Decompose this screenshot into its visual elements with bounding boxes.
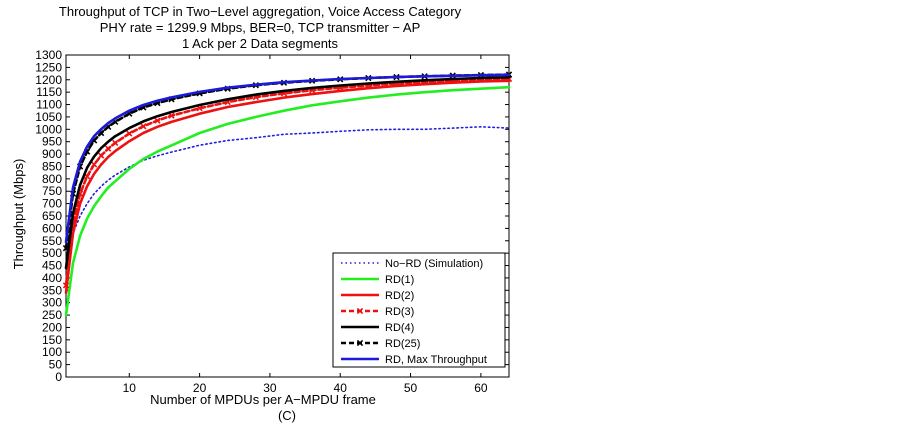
y-tick-label: 550 — [42, 234, 62, 248]
y-tick-label: 200 — [42, 320, 62, 334]
series-5-point — [62, 245, 70, 252]
chart-title-line-3: 1 Ack per 2 Data segments — [182, 36, 339, 51]
y-tick-label: 700 — [42, 197, 62, 211]
y-tick-label: 950 — [42, 135, 62, 149]
legend-marker-3 — [356, 307, 364, 315]
y-tick-label: 350 — [42, 283, 62, 297]
series-line-4 — [64, 76, 511, 270]
y-tick-label: 450 — [42, 259, 62, 273]
series-line-6 — [64, 73, 511, 244]
y-tick-label: 100 — [42, 345, 62, 359]
y-tick-label: 1000 — [35, 122, 62, 136]
series-3-point — [126, 130, 133, 137]
x-tick-label: 10 — [123, 381, 137, 395]
y-tick-label: 1250 — [35, 60, 62, 74]
legend-label-5: RD(25) — [385, 338, 420, 350]
legend-label-4: RD(4) — [385, 322, 414, 334]
y-tick-label: 50 — [49, 358, 63, 372]
x-axis-label: Number of MPDUs per A−MPDU frame — [150, 392, 376, 407]
y-tick-label: 1150 — [36, 85, 62, 99]
legend-label-6: RD, Max Throughput — [385, 354, 487, 366]
series-3-point — [112, 139, 119, 147]
chart-title-line-1: Throughput of TCP in Two−Level aggregati… — [59, 4, 462, 19]
legend-label-2: RD(2) — [385, 290, 414, 302]
series-3-point — [97, 152, 105, 159]
y-tick-label: 500 — [42, 246, 62, 260]
series-3-point — [154, 117, 161, 124]
x-tick-label: 40 — [334, 381, 348, 395]
x-tick-label: 30 — [263, 381, 277, 395]
x-axis-sublabel: (C) — [278, 408, 296, 423]
y-tick-label: 900 — [42, 147, 62, 161]
series-line-0 — [65, 126, 510, 267]
series-3-point — [168, 112, 175, 119]
y-tick-label: 300 — [42, 296, 62, 310]
y-tick-label: 650 — [42, 209, 62, 223]
y-tick-label: 750 — [42, 184, 62, 198]
chart-title-line-2: PHY rate = 1299.9 Mbps, BER=0, TCP trans… — [100, 20, 420, 35]
legend: No−RD (Simulation) RD(1) RD(2) RD(3) RD(4) RD… — [332, 252, 506, 368]
series-3-point — [105, 145, 112, 152]
y-tick-label: 800 — [42, 172, 62, 186]
series-line-1 — [64, 85, 511, 317]
y-tick-label: 1100 — [36, 98, 62, 112]
y-tick-label: 0 — [55, 370, 62, 384]
legend-marker-5 — [356, 339, 364, 347]
legend-label-1: RD(1) — [385, 274, 414, 286]
legend-label-0: No−RD (Simulation) — [385, 258, 483, 270]
series-3-point — [62, 282, 70, 289]
x-tick-label: 20 — [193, 381, 207, 395]
y-tick-label: 150 — [42, 333, 62, 347]
series-line-2 — [64, 79, 511, 295]
y-tick-label: 400 — [42, 271, 62, 285]
y-tick-label: 600 — [42, 221, 62, 235]
y-tick-label: 1200 — [35, 73, 62, 87]
y-tick-label: 1300 — [35, 48, 62, 62]
y-tick-label: 1050 — [35, 110, 62, 124]
y-axis-label: Throughput (Mbps) — [11, 159, 26, 270]
x-tick-label: 50 — [404, 381, 418, 395]
plot-area: 0501001502002503003504004505005506006507… — [35, 48, 513, 395]
legend-label-3: RD(3) — [385, 306, 414, 318]
series-3-point — [90, 161, 98, 168]
y-tick-label: 850 — [42, 159, 62, 173]
y-tick-label: 250 — [42, 308, 62, 322]
series-3-point — [140, 123, 147, 130]
x-tick-label: 60 — [474, 381, 488, 395]
